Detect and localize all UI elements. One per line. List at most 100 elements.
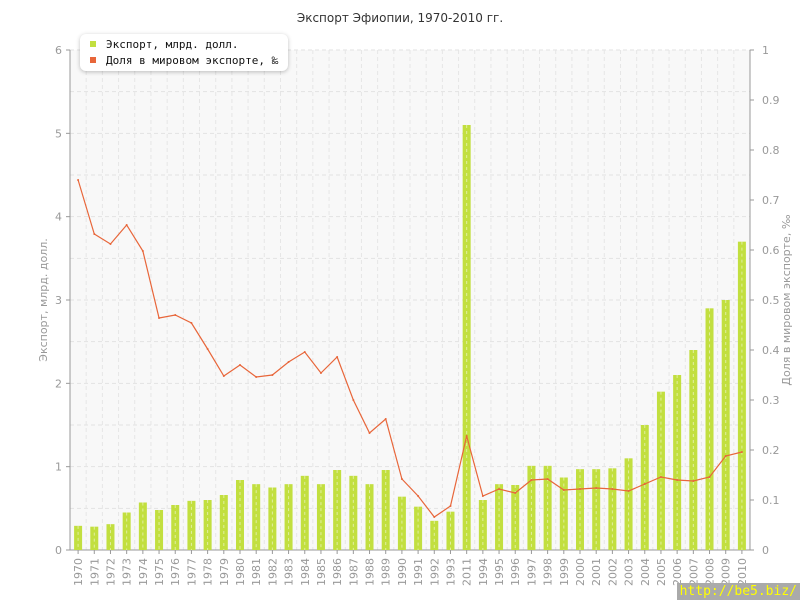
line-point-2002 [611,488,614,490]
bar-2003 [624,458,633,550]
x-tick-label: 1990 [396,558,409,586]
line-series-share [77,179,743,518]
x-tick-label: 1994 [477,558,490,586]
x-tick-label: 1993 [444,558,457,586]
x-tick-label: 1991 [412,558,425,586]
line-point-1970 [77,179,80,181]
bar-1989 [381,470,390,550]
y2-tick-label: 0.7 [762,194,780,207]
line-point-1973 [125,224,128,226]
bar-1986 [333,470,342,550]
y2-tick-label: 0.8 [762,144,780,157]
x-tick-label: 2001 [590,558,603,586]
y-tick-label: 6 [55,44,62,57]
y-tick-label: 4 [55,211,62,224]
legend-label: Доля в мировом экспорте, ‰ [106,53,279,67]
x-tick-label: 2005 [655,558,668,586]
line-point-1971 [93,233,96,235]
line-point-1998 [546,478,549,480]
line-point-1975 [158,317,161,319]
line-point-1981 [255,376,258,378]
x-tick-label: 1973 [121,558,134,586]
line-point-1974 [141,250,144,252]
legend-label: Экспорт, млрд. долл. [106,37,239,51]
legend-swatch-export [90,41,96,47]
legend-item-share[interactable]: Доля в мировом экспорте, ‰ [90,52,278,68]
line-point-1985 [319,372,322,374]
line-point-2007 [692,480,695,482]
x-tick-label: 1997 [525,558,538,586]
line-point-1980 [239,364,241,366]
x-tick-label: 2007 [687,558,700,586]
line-point-2003 [627,490,630,492]
watermark: http://be5.biz/ [676,583,800,600]
line-point-1997 [530,479,533,481]
x-tick-label: 1972 [104,558,117,586]
x-tick-label: 1984 [299,558,312,586]
x-tick-label: 1996 [509,558,522,586]
line-point-2006 [676,479,679,481]
x-tick-label: 1998 [542,558,555,586]
line-point-2000 [579,488,581,490]
bar-1971 [90,526,99,550]
y2-tick-label: 0.1 [762,494,780,507]
x-tick-label: 2003 [623,558,636,586]
x-tick-label: 1988 [364,558,377,586]
bar-1974 [138,502,147,550]
y2-axis-label: Доля в мировом экспорте, ‰ [780,214,793,385]
y2-tick-label: 0 [762,544,769,557]
x-tick-label: 2002 [606,558,619,586]
line-point-1991 [417,495,420,497]
y2-tick-label: 1 [762,44,769,57]
x-tick-label: 1982 [266,558,279,586]
line-point-2001 [595,487,598,489]
line-point-2009 [724,455,727,457]
x-tick-label: 1977 [185,558,198,586]
bar-2001 [592,469,601,550]
x-tick-label: 2006 [671,558,684,586]
line-point-1988 [368,432,371,434]
bar-1979 [219,495,228,550]
x-tick-label: 1983 [283,558,296,586]
x-tick-label: 2000 [574,558,587,586]
bar-2007 [689,350,698,550]
line-point-1976 [174,314,177,316]
y-tick-label: 5 [55,127,62,140]
y-tick-label: 1 [55,461,62,474]
bar-2006 [673,375,682,550]
legend: Экспорт, млрд. долл. Доля в мировом эксп… [80,34,289,71]
legend-item-export[interactable]: Экспорт, млрд. долл. [90,36,278,52]
line-point-1996 [514,492,517,494]
line-point-2008 [708,476,711,478]
x-tick-label: 1976 [169,558,182,586]
bar-2000 [576,469,584,550]
line-point-1995 [498,488,501,490]
y2-tick-label: 0.5 [762,294,780,307]
x-tick-label: 1989 [380,558,393,586]
line-point-1987 [352,399,355,401]
y-tick-label: 2 [55,377,62,390]
bar-2009 [721,300,730,550]
x-tick-label: 1975 [153,558,166,586]
line-point-1977 [190,322,193,324]
line-point-1982 [271,374,274,376]
line-point-1984 [303,351,306,353]
x-tick-label: 1980 [234,558,247,586]
bar-1980 [236,480,244,550]
line-point-1992 [433,516,436,518]
bar-2010 [737,241,746,550]
x-tick-label: 1987 [347,558,360,586]
line-point-2010 [740,451,743,453]
line-point-1999 [562,489,565,491]
x-tick-label: 1985 [315,558,328,586]
bar-2002 [608,468,617,550]
line-point-1990 [400,478,403,480]
line-point-1989 [384,418,387,420]
x-tick-label: 1981 [250,558,263,586]
x-tick-label: 1992 [428,558,441,586]
x-tick-label: 1970 [72,558,85,586]
line-point-2011 [465,435,468,437]
x-tick-label: 2004 [639,558,652,586]
line-point-2005 [659,476,662,478]
line-point-1978 [206,348,209,350]
